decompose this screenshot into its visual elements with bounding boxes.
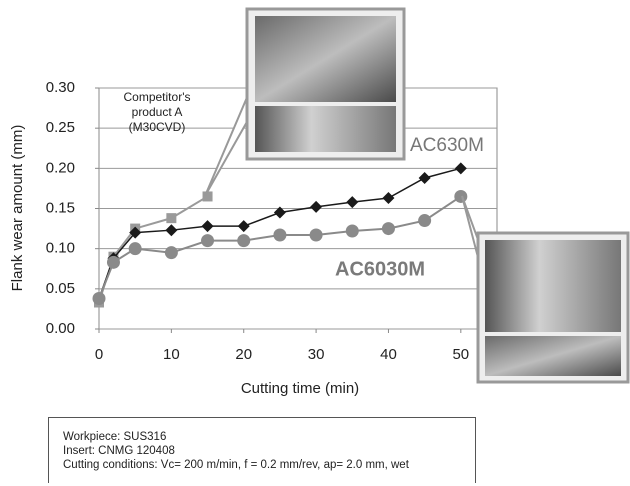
marker: [107, 256, 120, 269]
x-tick-label: 20: [235, 346, 252, 363]
marker: [346, 224, 359, 237]
marker: [165, 224, 177, 236]
marker: [237, 234, 250, 247]
marker: [238, 220, 250, 232]
y-tick-label: 0.00: [46, 320, 75, 337]
page: {"chart_data": {"type": "line", "x_label…: [0, 0, 630, 486]
chart: Cutting time (min) Flank wear amount (mm…: [0, 0, 630, 486]
y-tick-label: 0.05: [46, 280, 75, 297]
marker: [454, 190, 467, 203]
marker: [201, 234, 214, 247]
photo: [255, 106, 396, 152]
x-tick-label: 50: [452, 346, 469, 363]
y-axis-label: Flank wear amount (mm): [9, 125, 26, 292]
x-tick-label: 40: [380, 346, 397, 363]
marker: [202, 220, 214, 232]
photo: [255, 16, 396, 102]
marker: [166, 213, 176, 223]
x-tick-label: 30: [308, 346, 325, 363]
marker: [418, 214, 431, 227]
series-label: Competitor's product A (M30CVD): [112, 90, 202, 135]
series-label: AC630M: [410, 135, 484, 156]
series-label: AC6030M: [335, 258, 425, 280]
note: Insert: CNMG 120408: [63, 444, 475, 458]
marker: [273, 229, 286, 242]
marker: [382, 192, 394, 204]
marker: [93, 292, 106, 305]
x-tick-label: 0: [95, 346, 103, 363]
marker: [455, 162, 467, 174]
x-axis-label: Cutting time (min): [241, 380, 359, 397]
y-tick-label: 0.10: [46, 240, 75, 257]
marker: [346, 196, 358, 208]
y-tick-label: 0.25: [46, 119, 75, 136]
x-tick-label: 10: [163, 346, 180, 363]
photo: [485, 240, 621, 332]
y-tick-label: 0.30: [46, 79, 75, 96]
y-tick-label: 0.20: [46, 159, 75, 176]
marker: [310, 229, 323, 242]
marker: [382, 222, 395, 235]
callout: [205, 95, 248, 196]
marker: [419, 172, 431, 184]
marker: [129, 242, 142, 255]
y-tick-label: 0.15: [46, 199, 75, 216]
note: Cutting conditions: Vc= 200 m/min, f = 0…: [63, 458, 475, 472]
marker: [165, 246, 178, 259]
note-box: Workpiece: SUS316 Insert: CNMG 120408 Cu…: [48, 417, 476, 483]
series-line: [99, 196, 208, 302]
note: Workpiece: SUS316: [63, 430, 475, 444]
photo: [485, 336, 621, 376]
marker: [310, 201, 322, 213]
